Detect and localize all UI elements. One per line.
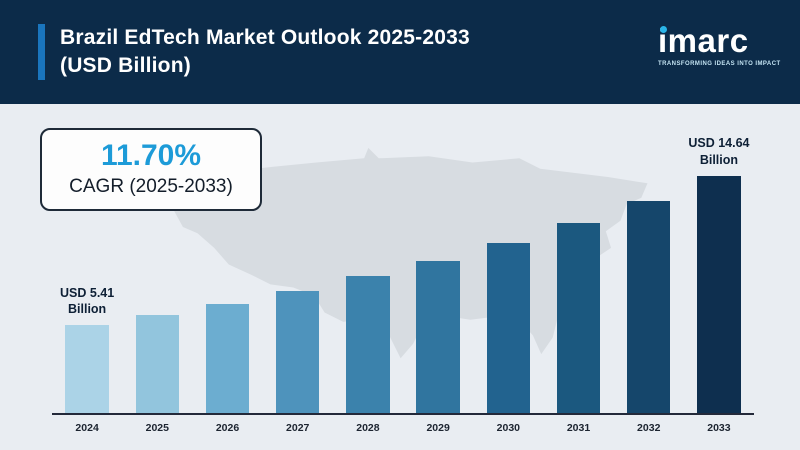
x-axis-label-2029: 2029 [426, 422, 450, 434]
bar-group-2029 [403, 260, 473, 413]
x-axis-label-2032: 2032 [637, 422, 661, 434]
bar-2032 [626, 200, 671, 413]
bar-2025 [135, 315, 180, 413]
bar-2027 [275, 290, 320, 413]
bar-2026 [205, 303, 250, 413]
x-axis-label-2028: 2028 [356, 422, 380, 434]
logo-tagline: TRANSFORMING IDEAS INTO IMPACT [658, 61, 781, 67]
imarc-logo-text: imarc [658, 22, 749, 59]
bar-2031 [556, 222, 601, 413]
bar-chart: USD 5.41 Billion USD 14.64 Billion 2024 2025… [52, 131, 754, 434]
bar-2024 [65, 325, 109, 413]
logo-i-dot-icon [660, 26, 667, 33]
bar-group-2026 [192, 303, 262, 413]
page-title-line1: Brazil EdTech Market Outlook 2025-2033 [60, 25, 470, 49]
x-axis-label-2031: 2031 [566, 422, 591, 434]
imarc-logo: imarc TRANSFORMING IDEAS INTO IMPACT [658, 22, 781, 67]
chart-plot-area: USD 5.41 Billion USD 14.64 Billion [52, 131, 754, 415]
bar-group-2024: USD 5.41 Billion [52, 285, 122, 413]
bar-group-2033: USD 14.64 Billion [684, 135, 754, 413]
bar-2028 [346, 276, 390, 413]
bar-group-2030 [473, 242, 543, 413]
bar-2029 [416, 260, 460, 413]
x-axis-labels: 2024 2025 2026 2027 2028 2029 2030 2031 2032 2033 [52, 415, 754, 434]
page-title-line2: (USD Billion) [60, 54, 191, 77]
x-axis-label-2033: 2033 [707, 422, 731, 434]
bar-group-2027 [263, 290, 333, 413]
first-bar-value-label: USD 5.41 Billion [60, 285, 115, 317]
x-axis-label-2026: 2026 [215, 422, 240, 434]
cagr-callout: 11.70% CAGR (2025-2033) [40, 128, 262, 211]
x-axis-label-2027: 2027 [286, 422, 310, 434]
cagr-label: CAGR (2025-2033) [69, 176, 233, 197]
bar-2033 [697, 175, 741, 413]
cagr-value: 11.70% [100, 139, 202, 172]
bar-group-2025 [122, 315, 192, 413]
bar-group-2028 [333, 276, 403, 413]
bar-group-2032 [614, 200, 684, 413]
bar-2030 [486, 242, 531, 413]
bar-group-2031 [543, 222, 613, 413]
last-bar-value-label: USD 14.64 Billion [688, 136, 750, 167]
x-axis-label-2025: 2025 [145, 422, 169, 434]
title-accent-bar [38, 24, 45, 80]
x-axis-label-2024: 2024 [75, 422, 99, 434]
header: Brazil EdTech Market Outlook 2025-2033 (… [0, 0, 800, 104]
page-title: Brazil EdTech Market Outlook 2025-2033 (… [60, 24, 470, 81]
x-axis-label-2030: 2030 [496, 422, 520, 434]
